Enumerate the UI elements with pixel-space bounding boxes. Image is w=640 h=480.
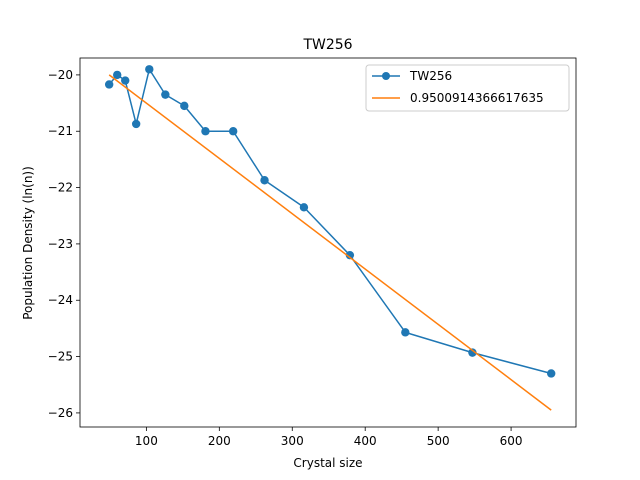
data-point [104, 80, 114, 89]
data-point [299, 203, 309, 212]
series-line-1 [108, 74, 552, 411]
data-point [180, 101, 189, 111]
x-axis-label: Crystal size [293, 456, 362, 470]
data-point [228, 127, 238, 136]
y-tick-label: −23 [48, 237, 73, 251]
legend-frame [365, 64, 570, 112]
legend-label-tw256: TW256 [409, 69, 452, 83]
x-tick-label: 600 [500, 434, 523, 448]
data-point [113, 70, 122, 80]
data-point [121, 76, 130, 85]
chart-title: TW256 [302, 37, 352, 53]
y-tick-label: −20 [48, 68, 73, 82]
data-point [145, 65, 154, 74]
y-tick-label: −25 [48, 350, 73, 364]
legend-label-fit: 0.9500914366617635 [410, 91, 544, 105]
data-point [345, 250, 355, 260]
x-axis: 100 200 300 400 500 600 [135, 427, 523, 448]
plot-area [79, 57, 577, 428]
y-axis-label: Population Density (ln(n)) [21, 166, 35, 320]
y-tick-label: −24 [48, 293, 73, 307]
data-point [201, 127, 210, 136]
data-point [401, 328, 410, 337]
data-point [547, 369, 556, 378]
x-tick-label: 200 [208, 434, 231, 448]
data-point [260, 176, 269, 185]
legend-marker-tw256 [382, 72, 390, 80]
data-point [468, 348, 477, 357]
axes-frame [79, 57, 577, 428]
x-tick-label: 400 [354, 434, 377, 448]
y-axis: −26 −25 −24 −23 −22 −21 −20 [48, 68, 80, 420]
y-tick-label: −26 [48, 406, 73, 420]
x-tick-label: 300 [281, 434, 304, 448]
legend: TW256 0.9500914366617635 [365, 64, 570, 112]
x-tick-label: 500 [427, 434, 450, 448]
data-point [131, 119, 141, 129]
x-tick-label: 100 [135, 434, 158, 448]
y-tick-label: −22 [48, 181, 73, 195]
data-point [161, 90, 170, 99]
y-tick-label: −21 [48, 124, 73, 138]
